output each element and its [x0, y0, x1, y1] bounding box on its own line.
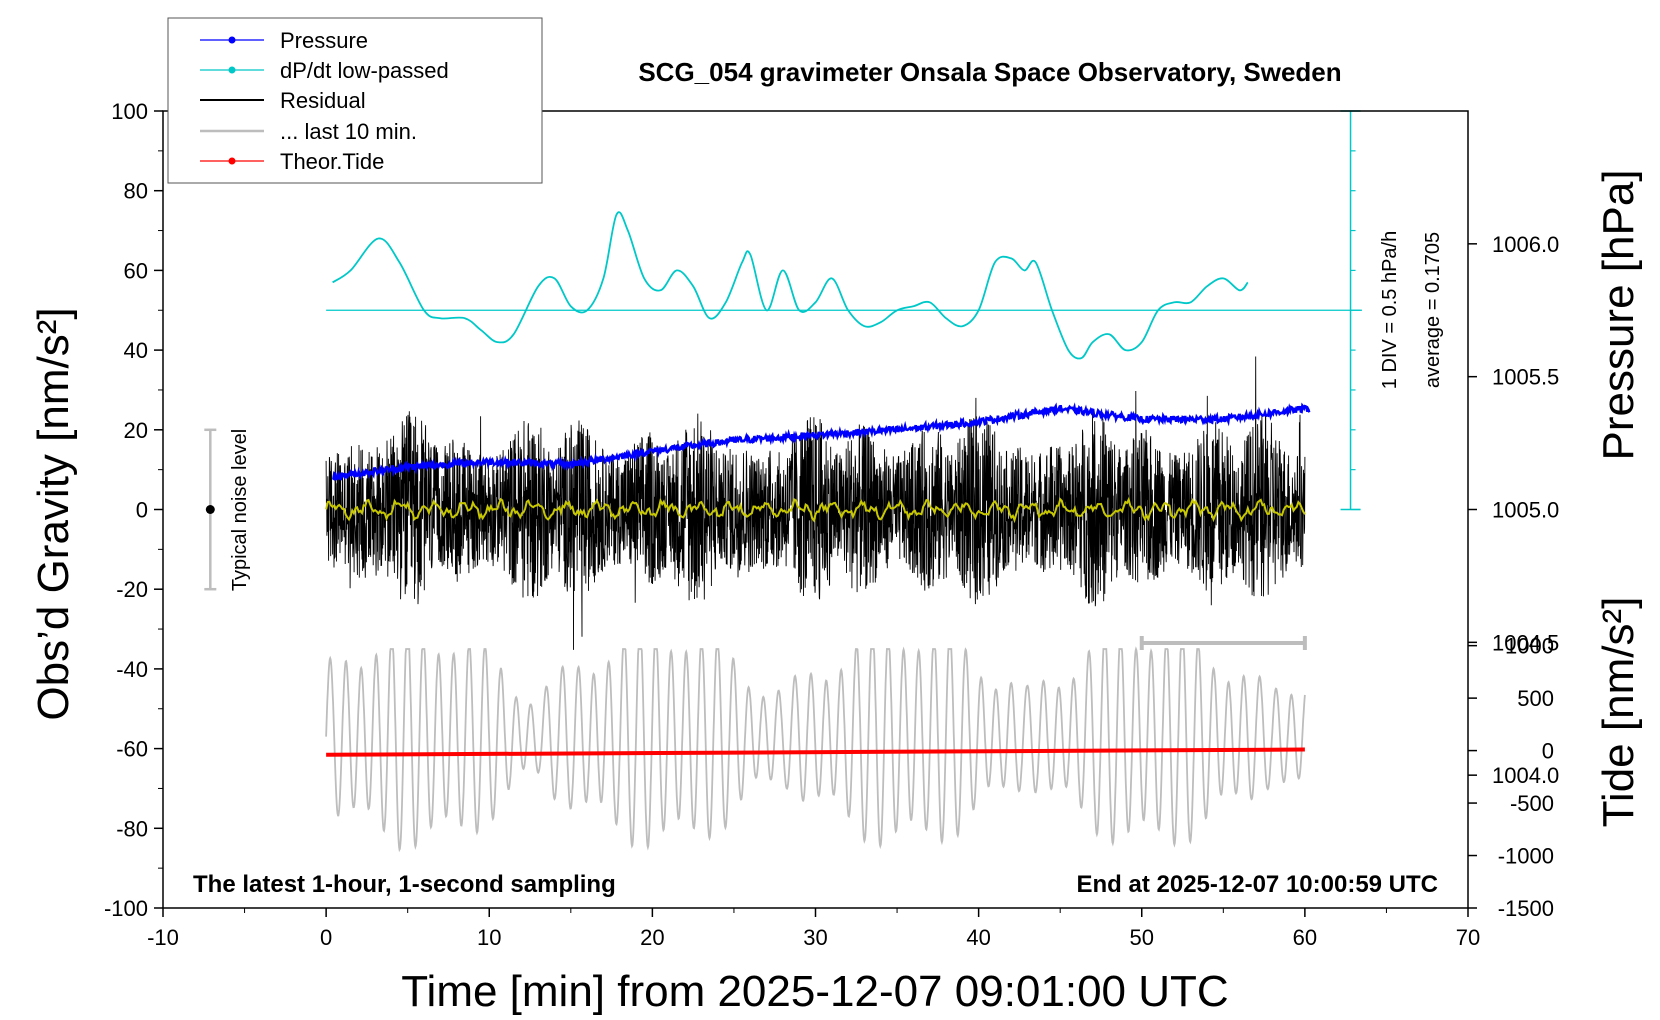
y-tick-label: -60	[116, 737, 148, 762]
legend-item-dpdt: dP/dt low-passed	[200, 58, 449, 83]
y-tick-label: 20	[124, 418, 148, 443]
y-tick-label: -20	[116, 577, 148, 602]
pressure-line	[331, 402, 1311, 481]
annotation-end-time: End at 2025-12-07 10:00:59 UTC	[1077, 871, 1439, 898]
tide-tick-label: 0	[1542, 739, 1554, 764]
tide-tick-label: 500	[1517, 686, 1554, 711]
noise-level-dot	[205, 505, 215, 514]
dpdt-line	[332, 211, 1249, 360]
y-axis-label-left: Obs’d Gravity [nm/s²]	[29, 307, 78, 720]
residual-line	[325, 356, 1306, 650]
legend-label-last10: ... last 10 min.	[280, 119, 417, 144]
x-tick-label: 10	[477, 925, 501, 950]
pressure-tick-label: 1006.0	[1492, 232, 1559, 257]
theor-tide-series	[326, 747, 1305, 757]
x-tick-label: 40	[966, 925, 990, 950]
chart-title: SCG_054 gravimeter Onsala Space Observat…	[638, 57, 1341, 87]
x-tick-label: 30	[803, 925, 827, 950]
legend-label-tide: Theor.Tide	[280, 149, 384, 174]
pressure-series	[331, 402, 1311, 481]
tide-tick-label: -500	[1510, 791, 1554, 816]
legend-marker-tide	[228, 157, 236, 165]
y-axis-label-tide: Tide [nm/s²]	[1594, 597, 1643, 828]
legend-label-residual: Residual	[280, 88, 366, 113]
x-tick-label: 0	[320, 925, 332, 950]
residual-smoothed-line	[325, 496, 1306, 524]
y-tick-label: -40	[116, 657, 148, 682]
legend-item-pressure: Pressure	[200, 28, 368, 53]
annotation-sampling: The latest 1-hour, 1-second sampling	[193, 871, 616, 898]
y-axis-label-pressure: Pressure [hPa]	[1594, 169, 1643, 460]
dpdt-scale-label: 1 DIV = 0.5 hPa/h	[1379, 231, 1401, 389]
dpdt-series	[326, 110, 1362, 511]
pressure-tick-label: 1004.5	[1492, 630, 1559, 655]
y-tick-label: 60	[124, 258, 148, 283]
legend-marker-dpdt	[228, 66, 236, 74]
tide-tick-label: -1500	[1498, 896, 1554, 921]
x-tick-label: 50	[1130, 925, 1154, 950]
tide-tick-label: -1000	[1498, 844, 1554, 869]
x-tick-label: 70	[1456, 925, 1480, 950]
axes: -10 0 10 20 30 40 50 60 70100806040200-20-40-60-…	[104, 99, 1559, 950]
x-tick-label: -10	[147, 925, 179, 950]
noise-level-label: Typical noise level	[229, 429, 251, 591]
residual-smoothed-series	[325, 496, 1306, 524]
legend-marker-pressure	[228, 36, 236, 44]
legend-item-residual: Residual	[200, 88, 366, 113]
y-tick-label: 0	[136, 498, 148, 523]
annotations	[204, 428, 1307, 650]
dpdt-average-label: average = 0.1705	[1422, 232, 1444, 388]
residual-series	[325, 356, 1306, 650]
y-tick-label: -80	[116, 816, 148, 841]
y-tick-label: 80	[124, 179, 148, 204]
tide-tick-label: 1000	[1505, 634, 1554, 659]
x-tick-label: 20	[640, 925, 664, 950]
x-tick-label: 60	[1293, 925, 1317, 950]
legend-label-dpdt: dP/dt low-passed	[280, 58, 449, 83]
y-tick-label: 40	[124, 338, 148, 363]
pressure-tick-label: 1005.0	[1492, 498, 1559, 523]
x-axis-label: Time [min] from 2025-12-07 09:01:00 UTC	[401, 967, 1228, 1016]
y-tick-label: -100	[104, 896, 148, 921]
legend-item-tide: Theor.Tide	[200, 149, 384, 174]
legend: Pressure dP/dt low-passed Residual ... l…	[167, 17, 543, 184]
pressure-tick-label: 1005.5	[1492, 365, 1559, 390]
legend-label-pressure: Pressure	[280, 28, 368, 53]
pressure-tick-label: 1004.0	[1492, 763, 1559, 788]
legend-item-last10: ... last 10 min.	[200, 119, 417, 144]
y-tick-label: 100	[111, 99, 148, 124]
tide-line	[326, 747, 1305, 757]
